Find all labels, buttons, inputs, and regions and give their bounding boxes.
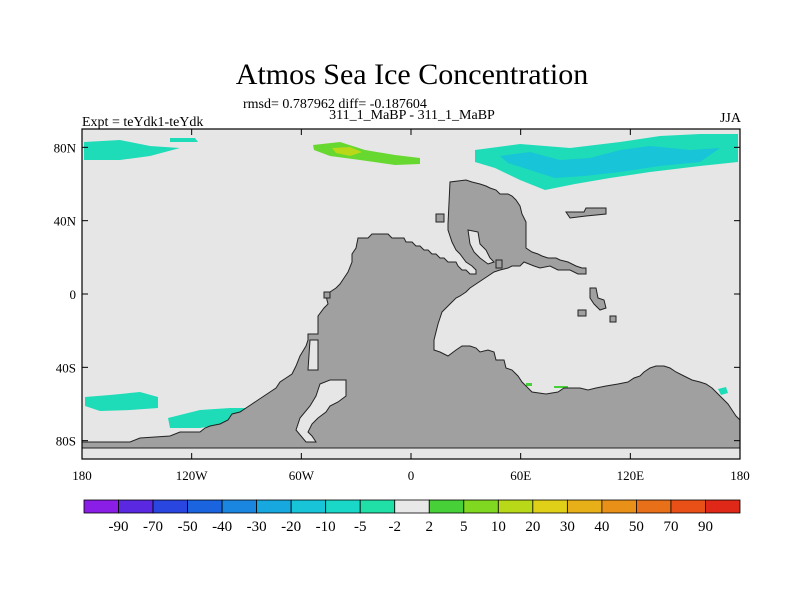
ice-patch-arctic-west bbox=[84, 140, 180, 160]
colorbar-label: 70 bbox=[663, 519, 678, 535]
colorbar-label: -40 bbox=[212, 519, 232, 535]
colorbar-label: 20 bbox=[525, 519, 540, 535]
colorbar-swatch bbox=[532, 499, 568, 514]
y-tick-label: 80S bbox=[56, 434, 76, 449]
land-mask bbox=[81, 179, 741, 449]
colorbar-label: -10 bbox=[316, 519, 336, 535]
ice-patch-antarctic-positive-small bbox=[526, 383, 532, 386]
y-tick-label: 0 bbox=[70, 287, 77, 302]
x-tick-label: 120E bbox=[617, 468, 645, 483]
land-island-f bbox=[609, 315, 617, 323]
colorbar-swatch bbox=[705, 499, 741, 514]
colorbar-swatch bbox=[670, 499, 706, 514]
x-tick-label: 0 bbox=[408, 468, 415, 483]
colorbar-swatch bbox=[290, 499, 327, 514]
colorbar-swatch bbox=[636, 499, 672, 514]
land-island-a bbox=[435, 213, 445, 223]
land-island-g bbox=[323, 291, 331, 299]
y-tick-label: 80N bbox=[54, 140, 77, 155]
x-tick-label: 60E bbox=[510, 468, 531, 483]
land-cutout-channel bbox=[307, 339, 319, 371]
colorbar-swatch bbox=[601, 499, 637, 514]
x-tick-label: 120W bbox=[176, 468, 209, 483]
colorbar-label: -5 bbox=[354, 519, 367, 535]
colorbar: -90 -70 -50 -40 -30 -20 -10 -5 -2 2 5 10 20 30 40 50 70 9… bbox=[83, 499, 741, 535]
colorbar-label: 50 bbox=[629, 519, 644, 535]
land-island-d bbox=[589, 287, 607, 311]
map-panel: 180 120W 60W 0 60E 120E 180 80N 40N 0 40S 80S bbox=[54, 128, 750, 483]
y-axis-ticks: 80N 40N 0 40S 80S bbox=[54, 140, 740, 449]
ice-patch-arctic-small bbox=[170, 138, 198, 142]
colorbar-swatch bbox=[118, 499, 154, 514]
colorbar-swatch bbox=[187, 499, 223, 514]
ice-anomaly-patches bbox=[84, 134, 738, 428]
colorbar-swatch bbox=[221, 499, 258, 514]
colorbar-label: 90 bbox=[698, 519, 713, 535]
colorbar-swatch bbox=[325, 499, 361, 514]
chart-title: Atmos Sea Ice Concentration bbox=[236, 58, 588, 91]
y-tick-label: 40N bbox=[54, 214, 77, 229]
colorbar-swatch bbox=[428, 499, 465, 514]
colorbar-label: -20 bbox=[281, 519, 301, 535]
colorbar-label: 5 bbox=[460, 519, 468, 535]
colorbar-label: 40 bbox=[594, 519, 609, 535]
colorbar-label: 30 bbox=[560, 519, 575, 535]
colorbar-label: -90 bbox=[109, 519, 129, 535]
colorbar-swatch bbox=[394, 499, 430, 514]
chart-subtitle-runs: 311_1_MaBP - 311_1_MaBP bbox=[329, 108, 495, 123]
x-tick-label: 180 bbox=[72, 468, 92, 483]
colorbar-swatch bbox=[497, 499, 534, 514]
colorbar-label: -30 bbox=[247, 519, 267, 535]
land-main-continent bbox=[81, 179, 741, 449]
ice-patch-arctic-positive-core bbox=[332, 147, 362, 156]
ice-patch-arctic-east-core bbox=[500, 146, 720, 178]
colorbar-swatch bbox=[463, 499, 499, 514]
colorbar-swatch bbox=[256, 499, 292, 514]
ice-patch-antarctic-west bbox=[85, 392, 158, 411]
colorbar-label: -2 bbox=[388, 519, 401, 535]
x-tick-label: 180 bbox=[730, 468, 750, 483]
colorbar-label: -50 bbox=[178, 519, 198, 535]
land-island-b bbox=[565, 207, 607, 219]
colorbar-swatch bbox=[566, 499, 603, 514]
y-tick-label: 40S bbox=[56, 360, 76, 375]
colorbar-label: 10 bbox=[491, 519, 506, 535]
land-island-e bbox=[577, 309, 587, 317]
chart-subtitle-stats: rmsd= 0.787962 diff= -0.187604 bbox=[243, 97, 427, 112]
colorbar-swatch bbox=[152, 499, 188, 514]
land-island-c bbox=[495, 259, 503, 269]
colorbar-label: 2 bbox=[426, 519, 434, 535]
land-cutout-gulf bbox=[467, 229, 495, 265]
season-label: JJA bbox=[720, 111, 742, 126]
experiment-label: Expt = teYdk1-teYdk bbox=[82, 115, 203, 130]
ice-patch-antarctic-east-small bbox=[718, 387, 728, 395]
x-tick-label: 60W bbox=[289, 468, 315, 483]
colorbar-swatch bbox=[359, 499, 396, 514]
x-axis-ticks: 180 120W 60W 0 60E 120E 180 bbox=[72, 129, 750, 483]
colorbar-label: -70 bbox=[143, 519, 163, 535]
land-cutout-antarctic-bay bbox=[295, 379, 347, 443]
colorbar-swatch bbox=[83, 499, 119, 514]
